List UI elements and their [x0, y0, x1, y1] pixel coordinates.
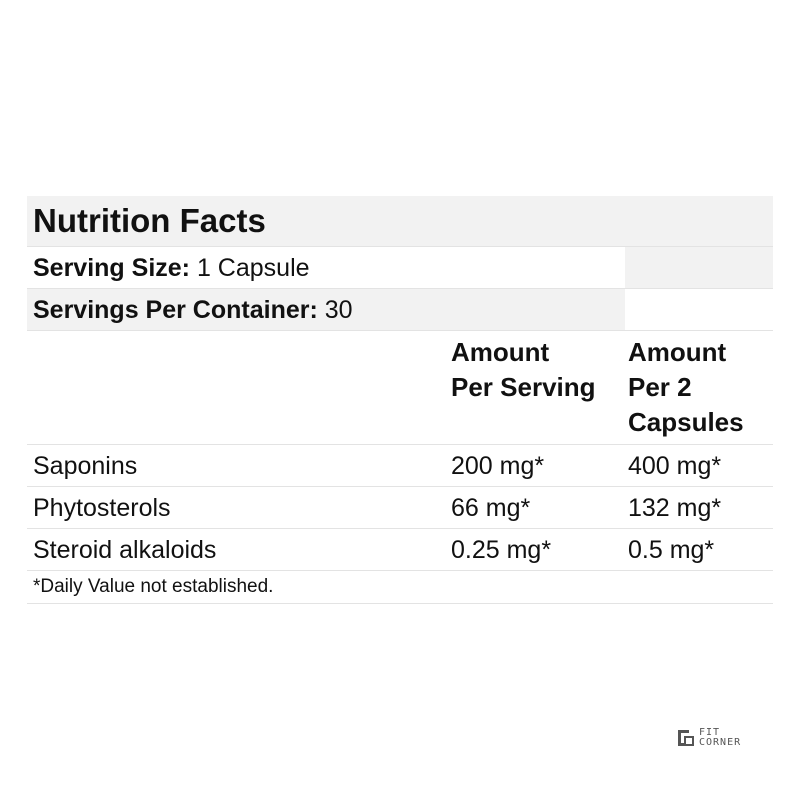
nutrition-facts-panel: Nutrition Facts Serving Size: 1 Capsule … — [27, 196, 773, 604]
title-row: Nutrition Facts — [27, 196, 773, 247]
serving-size-label: Serving Size: — [33, 254, 190, 282]
column-header-per-2-capsules: Amount Per 2 Capsules — [628, 337, 744, 437]
table-row: Saponins 200 mg* 400 mg* — [27, 445, 773, 487]
servings-per-container-value: 30 — [324, 296, 353, 324]
amount-per-2-capsules: 400 mg* — [628, 452, 722, 480]
table-row: Phytosterols 66 mg* 132 mg* — [27, 487, 773, 529]
nutrient-name: Phytosterols — [33, 494, 171, 522]
nutrient-name: Steroid alkaloids — [33, 536, 217, 564]
serving-size-value: 1 Capsule — [196, 254, 310, 282]
servings-per-container-label: Servings Per Container: — [33, 296, 318, 324]
amount-per-2-capsules: 132 mg* — [628, 494, 722, 522]
fit-corner-logo-text: FIT CORNER — [699, 727, 742, 748]
amount-per-serving: 0.25 mg* — [451, 536, 552, 564]
fit-corner-logo: FIT CORNER — [676, 728, 768, 750]
footnote-row: *Daily Value not established. — [27, 571, 773, 604]
servings-per-container-row: Servings Per Container: 30 — [27, 289, 773, 331]
fit-corner-logo-icon — [678, 730, 694, 746]
amount-per-2-capsules: 0.5 mg* — [628, 536, 715, 564]
serving-size-text: Serving Size: 1 Capsule — [33, 253, 310, 283]
nutrient-name: Saponins — [33, 452, 138, 480]
nutrition-facts-title: Nutrition Facts — [33, 202, 266, 239]
serving-size-row: Serving Size: 1 Capsule — [27, 247, 773, 289]
footnote-text: *Daily Value not established. — [33, 576, 274, 597]
column-header-row: Amount Per Serving Amount Per 2 Capsules — [27, 331, 773, 445]
amount-per-serving: 200 mg* — [451, 452, 545, 480]
column-header-per-serving: Amount Per Serving — [451, 337, 596, 402]
amount-per-serving: 66 mg* — [451, 494, 531, 522]
table-row: Steroid alkaloids 0.25 mg* 0.5 mg* — [27, 529, 773, 571]
servings-per-container-text: Servings Per Container: 30 — [33, 295, 353, 325]
